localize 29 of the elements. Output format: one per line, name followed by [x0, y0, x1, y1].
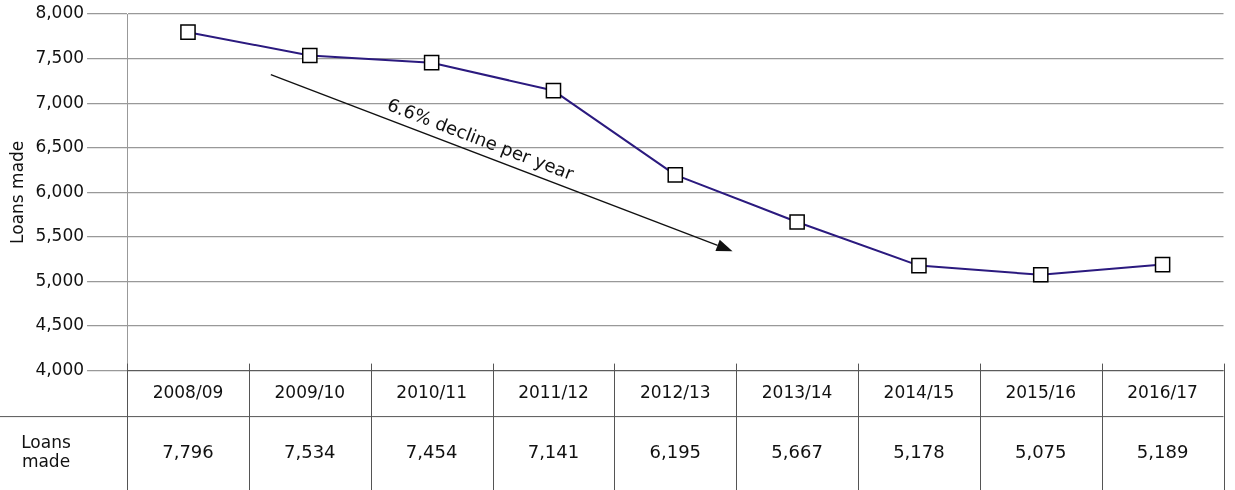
- y-tick-label: 5,000: [35, 269, 85, 290]
- x-tick-label: 2012/13: [639, 382, 711, 403]
- y-tick-label: 4,000: [35, 359, 85, 380]
- x-tick-label: 2009/10: [274, 382, 346, 403]
- data-label: 7,454: [405, 440, 458, 462]
- text: Loans made: [21, 431, 71, 471]
- y-tick-label: 6,500: [35, 136, 85, 157]
- y-axis-title: Loans made: [6, 140, 27, 244]
- data-label: 5,667: [771, 440, 823, 462]
- data-label: 7,796: [162, 440, 214, 462]
- x-tick-label: 2015/16: [1005, 382, 1077, 403]
- y-tick-label: 8,000: [35, 2, 85, 23]
- x-tick-label: 2013/14: [761, 382, 833, 403]
- x-tick-label: 2010/11: [396, 382, 467, 403]
- x-tick-label: 2016/17: [1127, 382, 1198, 403]
- x-tick-label: 2011/12: [518, 382, 589, 403]
- data-label: 7,534: [284, 440, 336, 462]
- y-tick-label: 5,500: [35, 225, 85, 246]
- y-tick-label: 6,000: [35, 180, 85, 201]
- data-label: 6,195: [649, 440, 702, 462]
- data-label: 5,075: [1015, 440, 1067, 462]
- data-label: 7,141: [527, 440, 580, 462]
- y-tick-label: 7,500: [35, 47, 85, 67]
- x-tick-label: 2008/09: [152, 382, 224, 403]
- y-tick-label: 4,500: [35, 314, 85, 335]
- y-tick-label: 7,000: [35, 91, 85, 112]
- data-label: 5,189: [1136, 440, 1189, 462]
- x-tick-label: 2014/15: [883, 382, 955, 403]
- data-label: 5,178: [893, 440, 945, 462]
